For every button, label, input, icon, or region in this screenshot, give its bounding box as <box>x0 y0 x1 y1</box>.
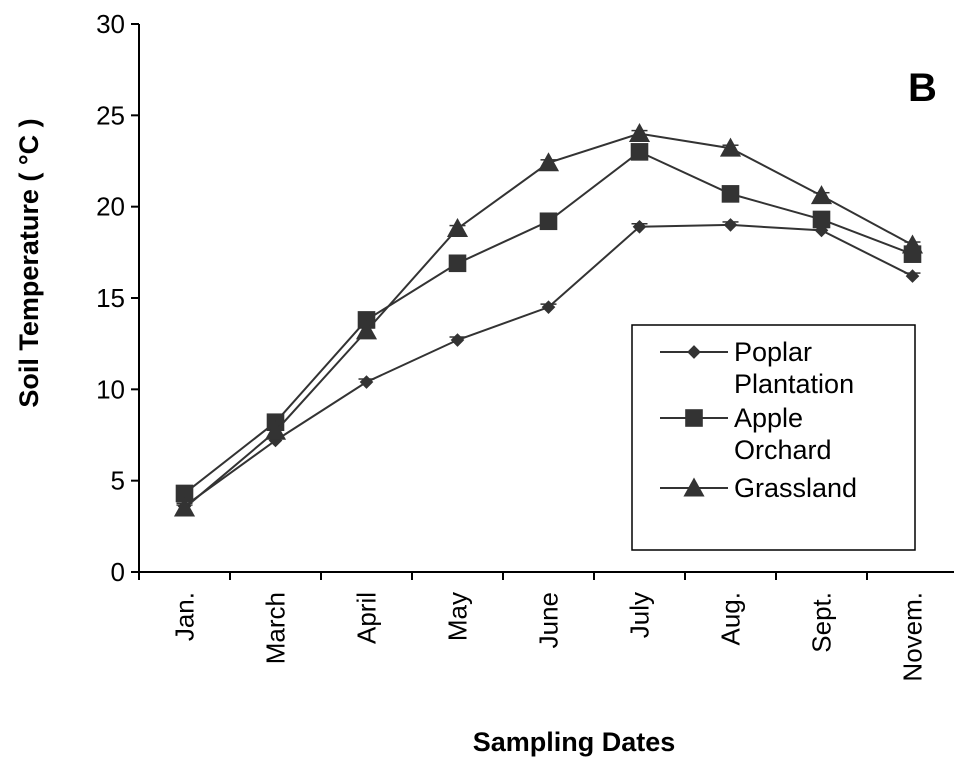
y-axis-title: Soil Temperature ( °C ) <box>14 118 44 407</box>
data-point <box>905 269 920 283</box>
data-point <box>448 254 467 273</box>
y-tick-label: 30 <box>96 9 125 39</box>
series-grassland <box>173 123 924 517</box>
data-point <box>537 152 560 172</box>
x-tick-label: Novem. <box>898 592 928 682</box>
x-tick-label: March <box>261 592 291 664</box>
data-point <box>541 300 556 314</box>
series-poplar-plantation <box>176 218 921 514</box>
legend-entry: Grassland <box>660 473 857 503</box>
data-point <box>812 210 831 229</box>
x-tick-label: May <box>443 592 473 641</box>
data-point <box>355 320 378 340</box>
data-point <box>359 375 374 389</box>
data-point <box>814 223 829 238</box>
legend-box <box>631 324 916 551</box>
data-point <box>450 333 465 347</box>
data-point <box>723 218 738 232</box>
data-point <box>175 484 194 503</box>
y-tick-label: 0 <box>111 557 125 587</box>
data-point <box>446 218 469 238</box>
series-apple-orchard <box>175 143 922 503</box>
data-point <box>628 123 651 143</box>
data-point <box>357 311 376 329</box>
x-tick-label: Jan. <box>170 592 200 641</box>
data-point <box>721 185 740 203</box>
series-layer <box>173 123 924 517</box>
data-point <box>901 234 924 254</box>
y-tick-label: 5 <box>111 466 125 496</box>
legend-label: Poplar <box>734 337 812 367</box>
x-tick-label: June <box>534 592 564 648</box>
data-point <box>539 212 558 231</box>
legend-label: Plantation <box>734 369 854 399</box>
legend-label: Apple <box>734 403 803 433</box>
data-point <box>719 137 742 157</box>
panel-label: B <box>908 66 937 110</box>
y-tick-label: 10 <box>96 374 125 404</box>
legend-marker <box>683 477 705 497</box>
data-point <box>632 219 647 234</box>
x-tick-label: Aug. <box>716 592 746 646</box>
x-tick-label: July <box>625 592 655 638</box>
x-axis-title: Sampling Dates <box>473 727 676 757</box>
axes: 0 5 10 15 20 25 30 Jan. March April May June July Aug… <box>96 9 954 682</box>
x-tick-label: April <box>352 592 382 644</box>
legend-label: Orchard <box>734 435 832 465</box>
y-tick-label: 15 <box>96 283 125 313</box>
x-tick-label: Sept. <box>807 592 837 653</box>
y-tick-label: 20 <box>96 192 125 222</box>
y-tick-label: 25 <box>96 100 125 130</box>
legend-marker <box>685 409 703 427</box>
data-point <box>264 420 287 440</box>
data-point <box>173 497 196 517</box>
data-point <box>810 185 833 205</box>
legend-marker <box>687 345 701 359</box>
data-point <box>630 143 649 161</box>
legend-label: Grassland <box>734 473 857 503</box>
